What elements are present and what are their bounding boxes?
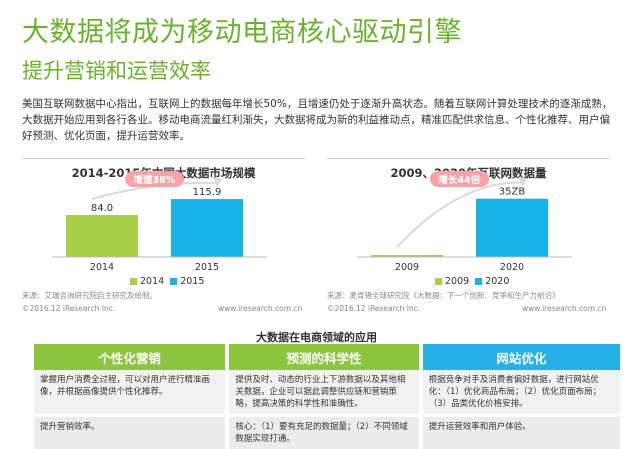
section-title: 大数据在电商领域的应用 — [0, 329, 633, 345]
legend-swatch — [130, 278, 137, 285]
x-tick-label: 2009 — [395, 262, 419, 273]
table-cell: 提升运营效率和用户体验。 — [421, 416, 620, 449]
bar-value-label: 84.0 — [91, 203, 113, 214]
copyright: ©2016.12 iResearch Inc. — [22, 304, 115, 313]
application-table: 个性化营销 预测的科学性 网站优化 掌握用户消费全过程，可以对用户进行精准画像，… — [34, 344, 620, 449]
legend-swatch — [475, 278, 482, 285]
site-link[interactable]: www.iresearch.com.cn — [522, 304, 606, 313]
bar-2020 — [476, 199, 548, 257]
bar-value-label: 115.9 — [193, 187, 222, 198]
legend-item: 2015 — [170, 276, 204, 287]
legend-item: 2014 — [130, 276, 164, 287]
bar-chart-market-size: 84.0 2014 115.9 2015 增速38% 2014 2015 — [22, 159, 305, 287]
legend-item: 2020 — [475, 276, 509, 287]
legend-label: 2015 — [180, 276, 204, 287]
bar-2014 — [66, 215, 138, 257]
legend-item: 2009 — [435, 276, 469, 287]
table-cell: 根据竞争对手及消费者偏好数据，进行网站优化：（1）优化商品布局；（2）优化页面布… — [421, 370, 620, 416]
page-title: 大数据将成为移动电商核心驱动引擎 — [22, 10, 462, 49]
legend-label: 2020 — [485, 276, 509, 287]
page-subtitle: 提升营销和运营效率 — [22, 55, 211, 85]
intro-paragraph: 美国互联网数据中心指出，互联网上的数据每年增长50%，且增速仍处于逐渐升高状态。… — [22, 96, 618, 144]
growth-badge: 增速38% — [125, 171, 185, 187]
bar-chart-data-volume: 2009 35ZB 2020 增长44倍 2009 2020 — [327, 159, 610, 287]
legend-swatch — [435, 278, 442, 285]
x-tick-label: 2020 — [500, 262, 524, 273]
table-header-personalized-marketing: 个性化营销 — [34, 344, 227, 370]
chart-source: 来源：艾瑞咨询研究院自主研究及绘制。 — [22, 290, 157, 301]
legend-label: 2014 — [140, 276, 164, 287]
table-cell: 核心：（1）要有充足的数据量；（2）不同领域数据实现打通。 — [227, 416, 420, 449]
site-link[interactable]: www.iresearch.com.cn — [218, 304, 302, 313]
legend-label: 2009 — [445, 276, 469, 287]
chart-source: 来源：麦肯锡全球研究院《大数据：下一个创新、竞争和生产力前沿》 — [327, 290, 560, 301]
copyright: ©2016.12 iResearch Inc. — [327, 304, 420, 313]
x-tick-label: 2015 — [195, 262, 219, 273]
chart-legend: 2009 2020 — [435, 276, 515, 287]
table-header-prediction: 预测的科学性 — [227, 344, 420, 370]
table-cell: 提供及时、动态的行业上下游数据以及其他相关数据，企业可以据此调整供应链和营销策略… — [227, 370, 420, 416]
table-header-site-optimization: 网站优化 — [421, 344, 620, 370]
bar-2015 — [171, 199, 243, 257]
table-cell: 提升营销效率。 — [34, 416, 227, 449]
chart-legend: 2014 2015 — [130, 276, 210, 287]
growth-badge: 增长44倍 — [430, 171, 490, 187]
x-tick-label: 2014 — [90, 262, 114, 273]
table-cell: 掌握用户消费全过程，可以对用户进行精准画像，并根据画像提供个性化推荐。 — [34, 370, 227, 416]
bar-value-label: 35ZB — [499, 187, 526, 198]
legend-swatch — [170, 278, 177, 285]
